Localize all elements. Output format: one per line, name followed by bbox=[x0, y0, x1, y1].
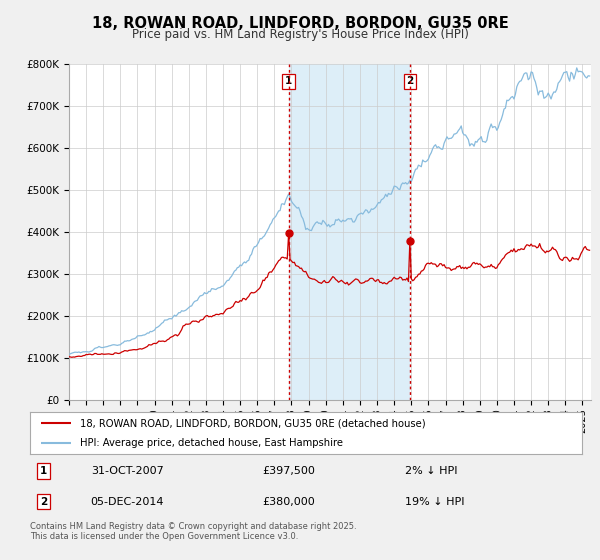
Text: 18, ROWAN ROAD, LINDFORD, BORDON, GU35 0RE (detached house): 18, ROWAN ROAD, LINDFORD, BORDON, GU35 0… bbox=[80, 418, 425, 428]
Text: £380,000: £380,000 bbox=[262, 497, 314, 507]
Text: 05-DEC-2014: 05-DEC-2014 bbox=[91, 497, 164, 507]
Bar bbox=[289, 64, 410, 400]
Text: 18, ROWAN ROAD, LINDFORD, BORDON, GU35 0RE: 18, ROWAN ROAD, LINDFORD, BORDON, GU35 0… bbox=[92, 16, 508, 31]
Text: Price paid vs. HM Land Registry's House Price Index (HPI): Price paid vs. HM Land Registry's House … bbox=[131, 28, 469, 41]
Text: HPI: Average price, detached house, East Hampshire: HPI: Average price, detached house, East… bbox=[80, 438, 343, 448]
Text: Contains HM Land Registry data © Crown copyright and database right 2025.
This d: Contains HM Land Registry data © Crown c… bbox=[30, 522, 356, 542]
Text: 2% ↓ HPI: 2% ↓ HPI bbox=[406, 466, 458, 476]
Text: 1: 1 bbox=[285, 76, 292, 86]
Text: £397,500: £397,500 bbox=[262, 466, 315, 476]
Text: 2: 2 bbox=[40, 497, 47, 507]
Text: 31-OCT-2007: 31-OCT-2007 bbox=[91, 466, 163, 476]
Text: 1: 1 bbox=[40, 466, 47, 476]
Text: 19% ↓ HPI: 19% ↓ HPI bbox=[406, 497, 465, 507]
Text: 2: 2 bbox=[406, 76, 413, 86]
